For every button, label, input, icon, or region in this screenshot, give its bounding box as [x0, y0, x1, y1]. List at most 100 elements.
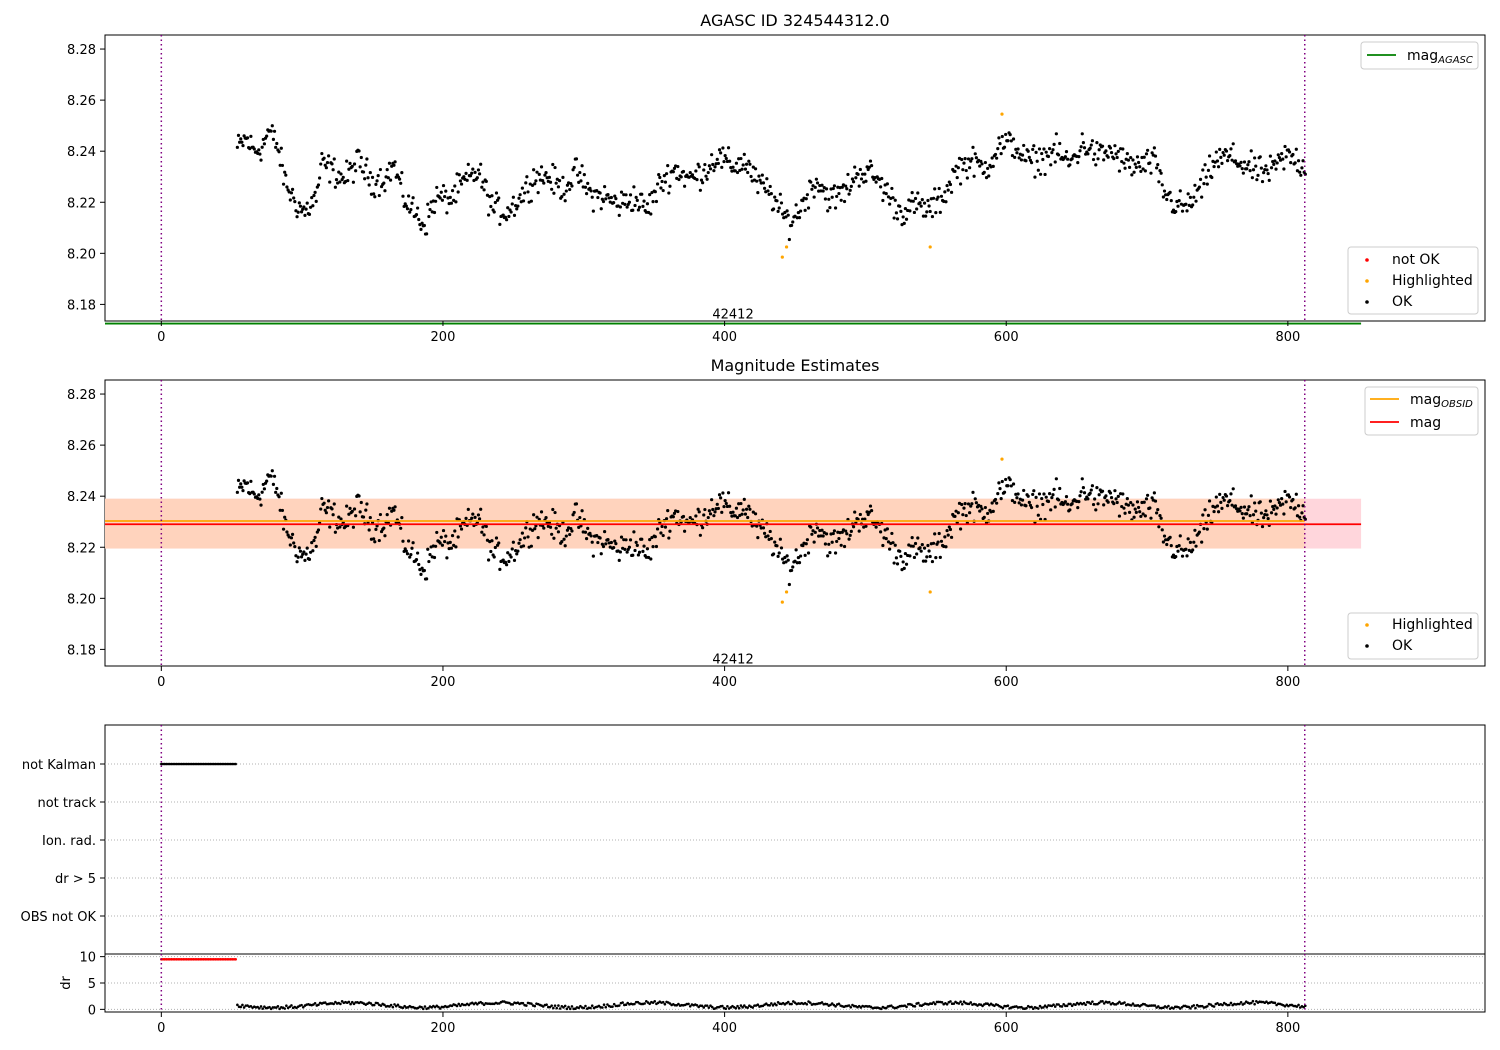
ok-point — [823, 197, 828, 201]
ok-point — [550, 187, 554, 191]
ok-point — [1264, 164, 1268, 168]
ok-point — [1138, 510, 1142, 514]
ok-point — [724, 501, 728, 506]
ok-point — [1159, 171, 1163, 175]
ok-point — [1174, 209, 1178, 214]
ok-point — [690, 173, 695, 177]
ok-point — [358, 510, 362, 514]
ok-point — [561, 175, 565, 179]
ok-point — [368, 515, 372, 520]
ok-point — [323, 163, 327, 167]
ok-point — [707, 509, 711, 513]
ok-point — [1239, 160, 1243, 165]
ok-point — [279, 491, 283, 495]
ok-point — [796, 555, 800, 560]
ok-point — [899, 554, 903, 558]
ok-point — [1011, 137, 1016, 141]
ok-point — [982, 515, 986, 519]
ok-point — [422, 568, 426, 573]
ok-point — [400, 171, 404, 175]
ok-point — [1139, 514, 1143, 519]
ok-point — [987, 174, 991, 178]
ok-point — [956, 511, 960, 515]
ok-point — [857, 529, 861, 533]
ok-point — [858, 167, 862, 172]
ok-point — [262, 487, 267, 491]
dr-point — [423, 1005, 427, 1008]
ok-point — [1185, 554, 1189, 558]
ok-point — [377, 193, 381, 198]
ok-point — [1088, 146, 1092, 150]
ok-point — [565, 183, 570, 187]
ok-point — [386, 176, 390, 180]
ok-point — [387, 161, 392, 165]
ok-point — [762, 531, 767, 535]
dr-point — [236, 1003, 239, 1007]
ok-point — [440, 543, 444, 547]
ok-point — [1125, 152, 1129, 156]
dr-point — [372, 1003, 376, 1007]
ok-point — [589, 534, 593, 538]
ok-point — [1240, 167, 1244, 171]
ok-point — [961, 513, 965, 517]
ok-point — [756, 535, 760, 540]
x-tick-label: 200 — [431, 1021, 456, 1036]
dr-point — [820, 1001, 824, 1004]
ok-point — [943, 190, 947, 194]
ok-point — [1289, 161, 1293, 165]
ok-point — [1015, 496, 1019, 500]
ok-point — [1054, 477, 1058, 481]
ok-point — [762, 186, 767, 190]
ok-point — [334, 178, 339, 182]
ok-point — [901, 560, 905, 564]
dr-point — [1069, 1002, 1072, 1006]
ok-point — [845, 187, 849, 191]
ok-point — [614, 542, 618, 546]
ok-point — [535, 170, 539, 174]
ok-point — [530, 528, 535, 532]
ok-point — [819, 189, 823, 193]
ok-point — [849, 184, 853, 188]
ok-point — [1276, 153, 1280, 157]
ok-point — [1153, 499, 1158, 503]
ok-point — [625, 550, 629, 554]
ok-point — [1126, 158, 1131, 162]
ok-point — [1260, 179, 1265, 184]
ok-point — [826, 554, 830, 558]
ok-point — [285, 530, 289, 534]
dr-point — [668, 1002, 672, 1005]
dr-point — [533, 1004, 537, 1008]
ok-point — [1064, 494, 1069, 499]
ok-point — [1242, 505, 1247, 509]
ok-point — [1269, 511, 1274, 515]
y-tick-label: 8.18 — [67, 298, 96, 313]
ok-point — [867, 165, 871, 169]
ok-point — [1276, 498, 1280, 502]
ok-point — [541, 179, 545, 183]
ok-point — [868, 159, 873, 163]
ok-point — [517, 541, 521, 545]
ok-point — [739, 501, 743, 506]
ok-point — [708, 167, 713, 171]
ok-point — [368, 170, 372, 175]
dr-point — [884, 1006, 888, 1010]
ok-point — [445, 211, 449, 215]
ok-point — [1300, 511, 1304, 515]
dr-point — [859, 1006, 863, 1009]
ok-point — [892, 561, 896, 565]
dr-point — [695, 1003, 699, 1007]
flag-point — [234, 762, 237, 766]
ok-point — [885, 182, 889, 186]
ok-point — [606, 192, 610, 197]
ok-point — [1033, 175, 1037, 179]
ok-point — [314, 199, 318, 203]
ok-point — [1020, 153, 1025, 157]
ok-point — [351, 525, 355, 529]
ok-point — [241, 144, 245, 148]
highlighted-points — [780, 457, 1004, 604]
dr-point — [890, 1004, 893, 1007]
ok-point — [325, 160, 330, 165]
ok-point — [938, 555, 942, 559]
ok-point — [791, 220, 795, 224]
dr-point — [805, 1002, 809, 1006]
